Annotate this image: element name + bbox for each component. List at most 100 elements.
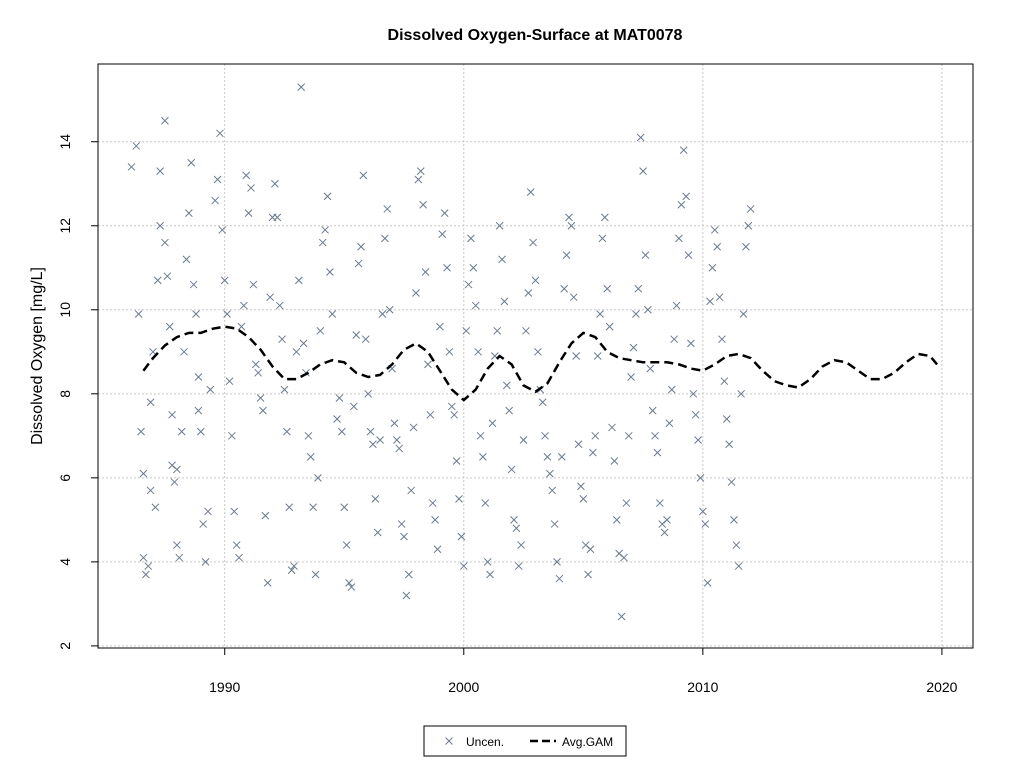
data-point — [653, 448, 662, 457]
x-tick-label: 2010 — [687, 679, 718, 695]
legend-label-avg-gam: Avg.GAM — [562, 735, 613, 749]
chart-title: Dissolved Oxygen-Surface at MAT0078 — [388, 27, 683, 44]
data-point — [663, 516, 671, 524]
data-point — [538, 398, 547, 407]
data-point — [347, 583, 356, 591]
data-point — [357, 242, 365, 251]
data-point — [479, 452, 487, 461]
data-point — [464, 280, 473, 289]
legend: Uncen. Avg.GAM — [423, 725, 627, 757]
data-point — [620, 553, 628, 562]
data-point — [376, 436, 384, 444]
y-tick-label: 14 — [57, 134, 73, 150]
data-point — [529, 238, 537, 247]
data-point — [682, 192, 690, 201]
data-point — [184, 209, 193, 218]
data-point — [483, 558, 492, 566]
data-point — [703, 579, 712, 587]
data-point — [502, 381, 511, 390]
data-point — [127, 163, 136, 171]
data-point — [333, 415, 341, 423]
data-point — [629, 343, 638, 352]
data-point — [505, 406, 514, 415]
y-axis-label: Dissolved Oxygen [mg/L] — [29, 267, 46, 445]
data-point — [287, 566, 296, 575]
data-point — [192, 310, 200, 318]
data-point — [651, 431, 659, 440]
data-point — [450, 410, 459, 419]
data-point — [708, 263, 717, 272]
data-point — [397, 520, 406, 528]
data-point — [165, 322, 174, 331]
plot-frame — [97, 63, 974, 649]
data-point — [407, 486, 416, 495]
data-point — [694, 436, 702, 444]
data-point — [211, 196, 219, 205]
data-point — [285, 503, 294, 512]
data-point — [706, 297, 714, 306]
data-point — [180, 347, 188, 356]
data-point — [132, 142, 141, 150]
data-point — [326, 268, 334, 276]
data-point — [412, 289, 420, 297]
data-point — [660, 528, 669, 537]
data-point — [488, 419, 497, 428]
data-point — [644, 305, 652, 314]
data-point — [447, 402, 456, 411]
y-tick-label: 2 — [57, 642, 73, 650]
data-point — [698, 507, 707, 516]
x-tick-label: 2020 — [926, 679, 957, 695]
data-point — [591, 431, 600, 440]
data-point — [545, 469, 554, 478]
data-point — [146, 486, 155, 495]
data-point — [701, 520, 710, 528]
data-point — [481, 499, 490, 507]
data-point — [421, 268, 430, 276]
data-point — [586, 545, 595, 554]
data-point — [175, 553, 184, 562]
data-point — [306, 452, 315, 461]
data-point — [455, 494, 463, 503]
data-point — [737, 389, 745, 398]
data-point — [459, 562, 468, 570]
data-point — [667, 385, 676, 394]
data-point — [383, 205, 392, 213]
data-point — [600, 213, 609, 222]
data-point — [294, 276, 303, 285]
data-point — [541, 431, 549, 440]
data-point — [189, 280, 198, 289]
data-point — [557, 452, 566, 461]
data-point — [237, 322, 246, 331]
data-point — [512, 524, 521, 533]
data-point — [249, 280, 258, 289]
data-point — [419, 200, 427, 209]
data-point — [555, 574, 564, 583]
data-point — [725, 440, 734, 449]
data-point — [395, 444, 404, 453]
data-point — [177, 427, 186, 436]
data-point — [739, 310, 748, 318]
data-point — [469, 263, 478, 272]
data-point — [462, 326, 471, 335]
data-point — [443, 263, 451, 272]
data-point — [574, 440, 583, 449]
data-point — [201, 558, 210, 566]
data-point — [163, 272, 172, 281]
data-point — [457, 532, 466, 541]
data-point — [335, 394, 344, 402]
data-point — [531, 276, 540, 285]
data-point — [318, 238, 327, 247]
data-point — [381, 234, 389, 243]
data-point — [543, 452, 552, 461]
data-point — [194, 373, 203, 381]
data-point — [426, 410, 435, 419]
data-point — [672, 301, 681, 310]
grid — [98, 64, 973, 648]
data-point — [722, 415, 731, 423]
data-point — [256, 394, 265, 402]
legend-label-uncen: Uncen. — [466, 735, 504, 749]
data-point — [232, 541, 241, 549]
data-point — [734, 562, 743, 570]
data-point — [452, 457, 461, 465]
data-point — [151, 503, 160, 512]
